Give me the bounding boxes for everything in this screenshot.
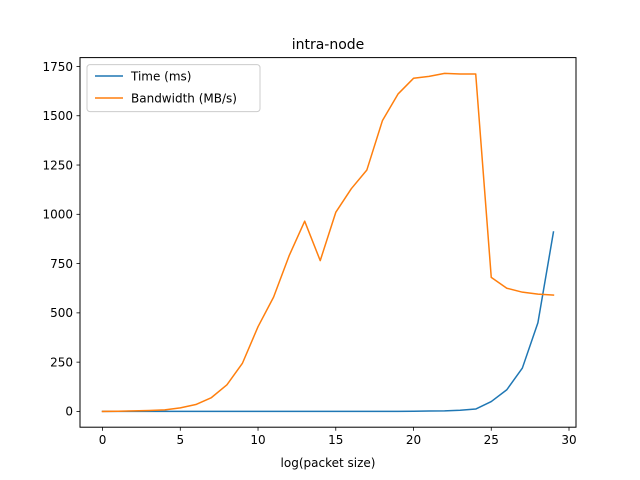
x-tick-label: 0: [99, 433, 107, 447]
legend: Time (ms) Bandwidth (MB/s): [86, 64, 261, 113]
series-line-bandwidth-mb-s: [101, 72, 555, 413]
series-line-time-ms: [101, 231, 555, 413]
y-tick-label: 0: [65, 405, 73, 419]
y-tick-label: 250: [50, 355, 73, 369]
x-tick-label: 5: [176, 433, 184, 447]
x-tick-label: 20: [406, 433, 421, 447]
y-tick-label: 1250: [42, 158, 73, 172]
x-tick-label: 15: [328, 433, 343, 447]
x-tick-label: 10: [250, 433, 265, 447]
x-axis-label: log(packet size): [281, 456, 376, 470]
plot-area: [101, 72, 555, 413]
legend-label-bandwidth: Bandwidth (MB/s): [131, 92, 237, 106]
y-tick-label: 500: [50, 306, 73, 320]
legend-box: [86, 64, 261, 113]
chart-title: intra-node: [292, 37, 365, 53]
x-tick-label: 30: [561, 433, 576, 447]
x-axis: 0 5 10 15 20 25 30: [99, 427, 577, 447]
y-axis: 0 250 500 750 1000 1250 1500 1750: [42, 60, 80, 419]
y-tick-label: 1750: [42, 60, 73, 74]
x-tick-label: 25: [484, 433, 499, 447]
y-tick-label: 1000: [42, 208, 73, 222]
y-tick-label: 750: [50, 257, 73, 271]
y-tick-label: 1500: [42, 109, 73, 123]
axes-frame: [79, 57, 577, 428]
legend-label-time: Time (ms): [130, 70, 192, 84]
